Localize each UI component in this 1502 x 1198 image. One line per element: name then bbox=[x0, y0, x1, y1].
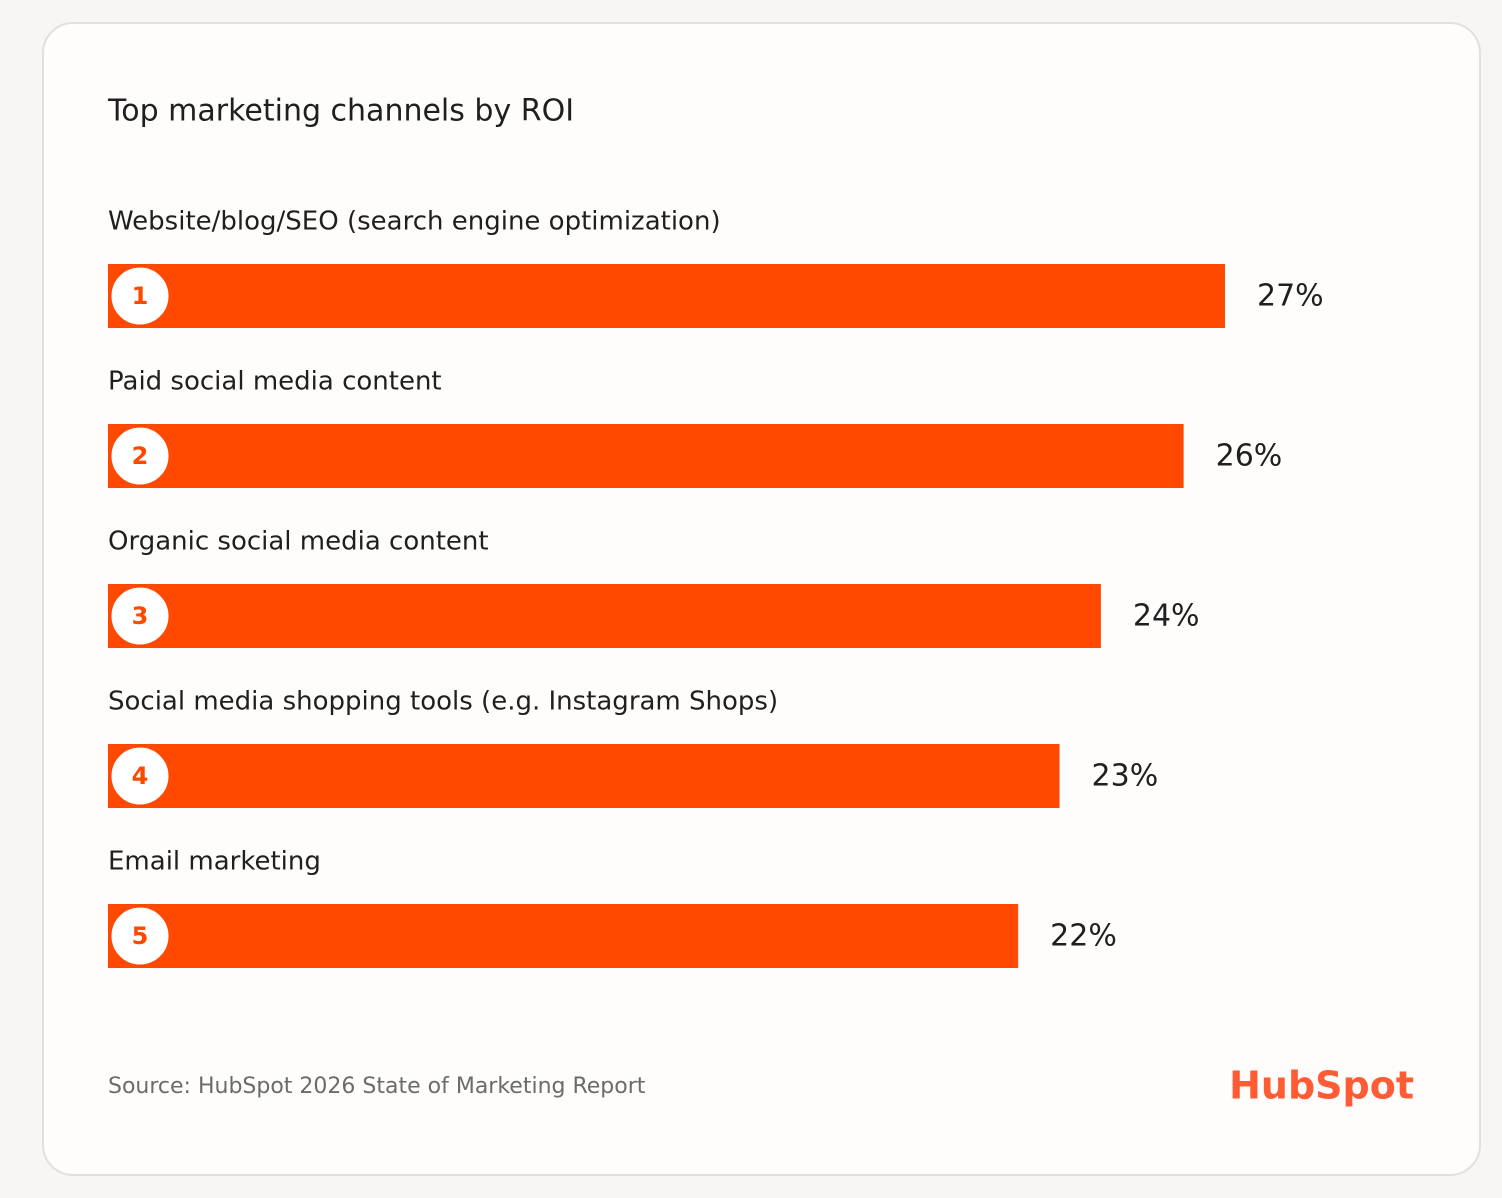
category-label: Social media shopping tools (e.g. Instag… bbox=[108, 687, 778, 717]
category-label: Website/blog/SEO (search engine optimiza… bbox=[108, 207, 721, 237]
value-label: 27% bbox=[1257, 279, 1324, 314]
rank-badge bbox=[108, 584, 172, 648]
rank-number: 3 bbox=[132, 602, 149, 630]
value-label: 24% bbox=[1133, 599, 1200, 634]
bar bbox=[108, 904, 1019, 968]
rank-number: 2 bbox=[132, 442, 149, 470]
bar bbox=[108, 424, 1184, 488]
rank-number: 4 bbox=[132, 762, 149, 790]
rank-number: 1 bbox=[132, 282, 149, 310]
category-label: Paid social media content bbox=[108, 367, 442, 397]
logo: HubSpot bbox=[1229, 1064, 1414, 1108]
chart-title: Top marketing channels by ROI bbox=[107, 94, 574, 129]
rank-badge bbox=[108, 744, 172, 808]
bar bbox=[108, 584, 1101, 648]
value-label: 26% bbox=[1216, 439, 1283, 474]
rank-number: 5 bbox=[132, 922, 149, 950]
value-label: 22% bbox=[1050, 919, 1117, 954]
bar bbox=[108, 264, 1225, 328]
category-label: Email marketing bbox=[108, 847, 321, 877]
bar bbox=[108, 744, 1060, 808]
source-note: Source: HubSpot 2026 State of Marketing … bbox=[108, 1074, 646, 1099]
category-label: Organic social media content bbox=[108, 527, 489, 557]
rank-badge bbox=[108, 424, 172, 488]
rank-badge bbox=[108, 264, 172, 328]
value-label: 23% bbox=[1092, 759, 1159, 794]
rank-badge bbox=[108, 904, 172, 968]
